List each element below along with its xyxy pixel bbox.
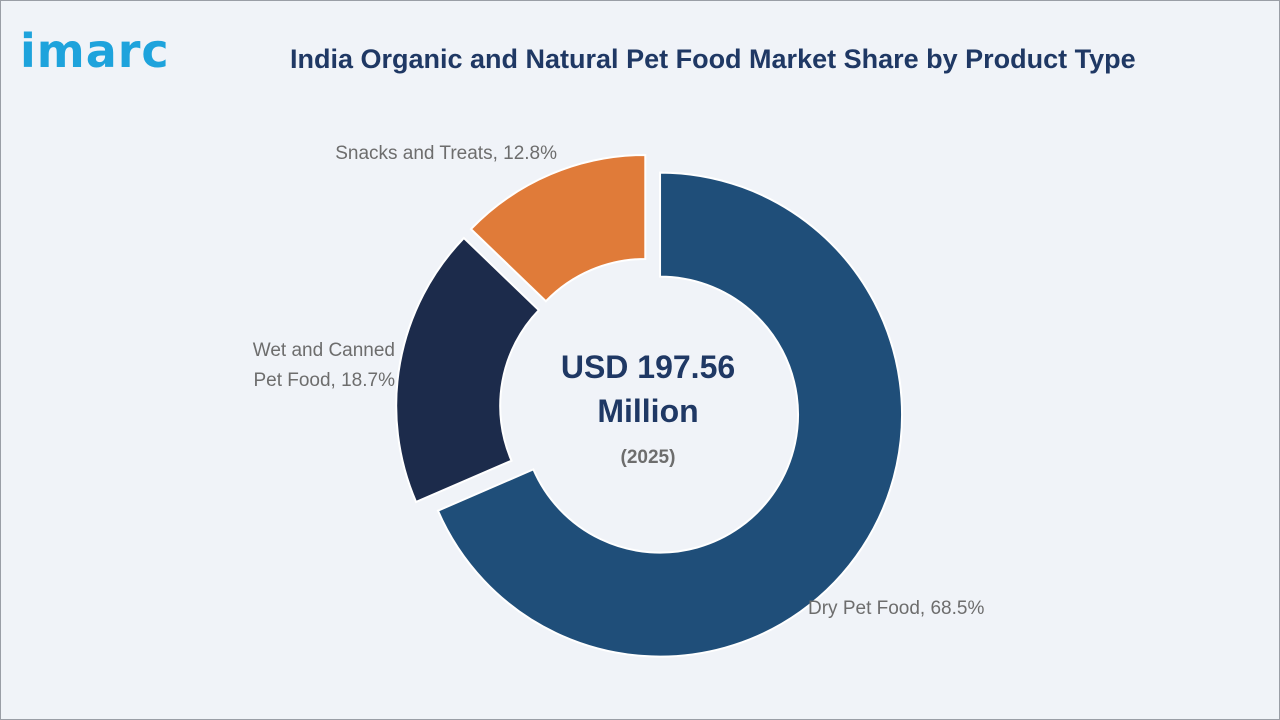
slice-label-snacks: Snacks and Treats, 12.8% — [335, 143, 557, 164]
center-unit: Million — [597, 393, 698, 429]
imarc-logo: imarc — [20, 24, 170, 78]
center-year: (2025) — [621, 447, 676, 468]
slice-snacks-and-treats — [469, 153, 647, 303]
chart-title: India Organic and Natural Pet Food Marke… — [290, 44, 1136, 74]
center-value: USD 197.56 — [561, 349, 735, 385]
slices-group — [395, 153, 903, 658]
slice-label-wet-line2: Pet Food, 18.7% — [253, 370, 395, 391]
slice-label-dry-pet-food: Dry Pet Food, 68.5% — [808, 598, 984, 619]
slice-label-wet-line1: Wet and Canned — [253, 340, 395, 361]
slice-wet-and-canned-pet-food — [395, 236, 541, 504]
slice-dry-pet-food — [436, 171, 903, 658]
